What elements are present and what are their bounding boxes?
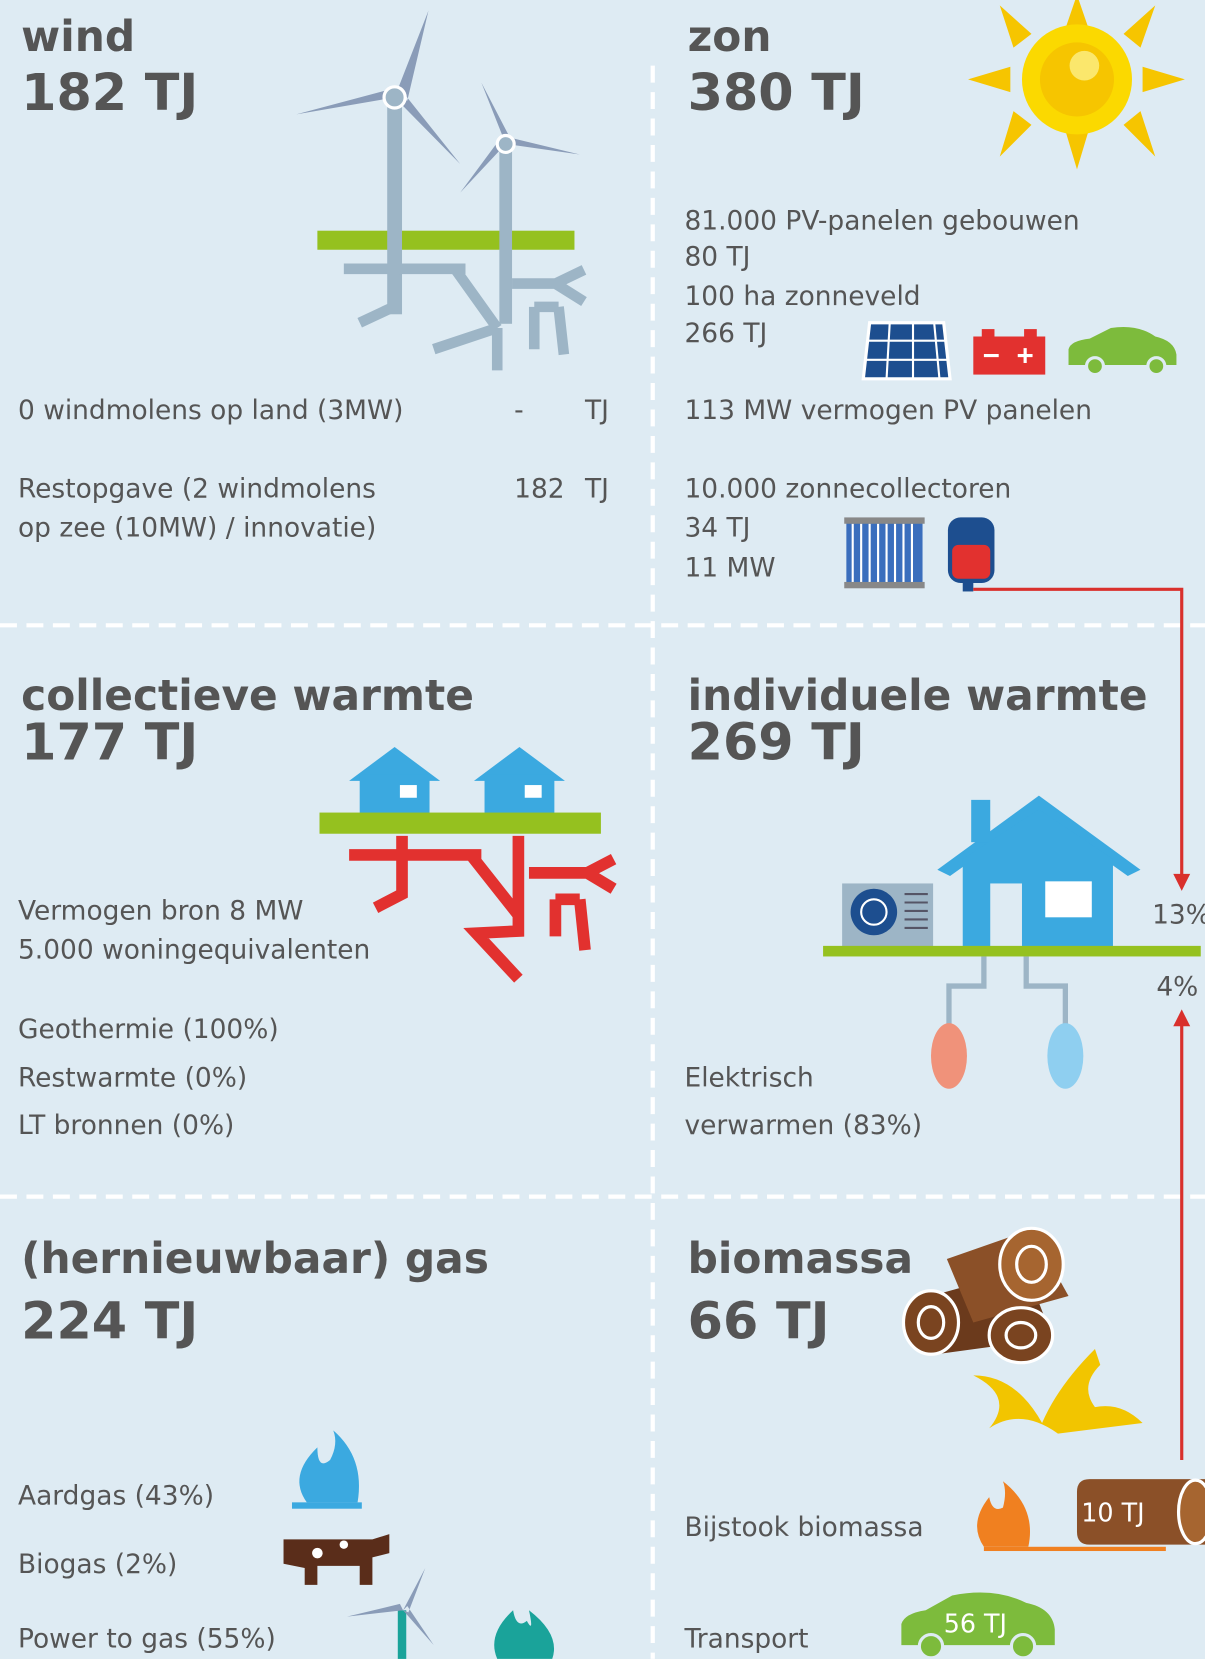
biomass-icons [901,1226,1205,1659]
arrow-head [1173,873,1191,891]
panel-line: Aardgas (43%) [18,1480,214,1511]
panel-line: Power to gas (55%) [18,1623,276,1654]
panel-title: biomassa [688,1234,913,1283]
gas-icons [283,1430,555,1659]
panel-title: (hernieuwbaar) gas [21,1234,489,1283]
row-value: 182 [514,473,564,504]
panel-line: 80 TJ [684,242,750,273]
panel-line: Transport [683,1623,808,1654]
panel-line: 266 TJ [684,318,767,349]
boiler-icon [947,517,995,592]
panel-line: Geothermie (100%) [18,1014,279,1045]
row-label: 0 windmolens op land (3MW) [18,395,403,426]
battery-icon [973,329,1046,375]
sun-icon [968,0,1185,170]
panel-title: wind [21,12,135,61]
panel-line: 100 ha zonneveld [684,281,920,312]
panel-line: 34 TJ [684,512,750,543]
panel-line: Bijstook biomassa [684,1512,923,1543]
electric-car-icon [1068,326,1177,377]
row-unit: TJ [584,473,609,504]
panel-line: 113 MW vermogen PV panelen [684,395,1091,426]
panel-line: 11 MW [684,553,775,584]
heat-pump-house-icon [823,795,1201,1089]
panel-line: 81.000 PV-panelen gebouwen [684,206,1079,237]
panel-title: individuele warmte [688,671,1148,720]
panel-total: 380 TJ [688,63,865,122]
panel-line: 10.000 zonnecollectoren [684,473,1011,504]
row-value: - [514,395,524,426]
panel-line: LT bronnen (0%) [18,1110,234,1141]
panel-line: verwarmen (83%) [684,1110,922,1141]
arrow-head [1173,1009,1191,1027]
panel-total: 269 TJ [688,713,865,772]
panel-line: Restwarmte (0%) [18,1063,247,1094]
share-label: 13% [1152,900,1205,931]
panel-title: zon [688,12,772,61]
panel-line: 5.000 woningequivalenten [18,935,370,966]
flow-arrow [973,587,1184,881]
district-heating-icon [319,746,617,983]
log-label: 10 TJ [1081,1497,1144,1527]
panel-total: 177 TJ [21,713,198,772]
panel-total: 66 TJ [688,1291,830,1350]
row-unit: TJ [584,395,609,426]
row-label: op zee (10MW) / innovatie) [18,512,376,543]
car-label: 56 TJ [944,1608,1007,1638]
share-label: 4% [1156,972,1198,1003]
panel-total: 182 TJ [21,63,198,122]
wind-turbines-icon [296,10,587,371]
panel-line: Elektrisch [684,1063,813,1094]
panel-line: Vermogen bron 8 MW [18,895,303,926]
panel-line: Biogas (2%) [18,1549,177,1580]
solar-collector-icon [844,517,925,589]
row-label: Restopgave (2 windmolens [18,473,376,504]
panel-total: 224 TJ [21,1291,198,1350]
pv-panel-icon [861,321,952,381]
panel-title: collectieve warmte [21,671,474,720]
